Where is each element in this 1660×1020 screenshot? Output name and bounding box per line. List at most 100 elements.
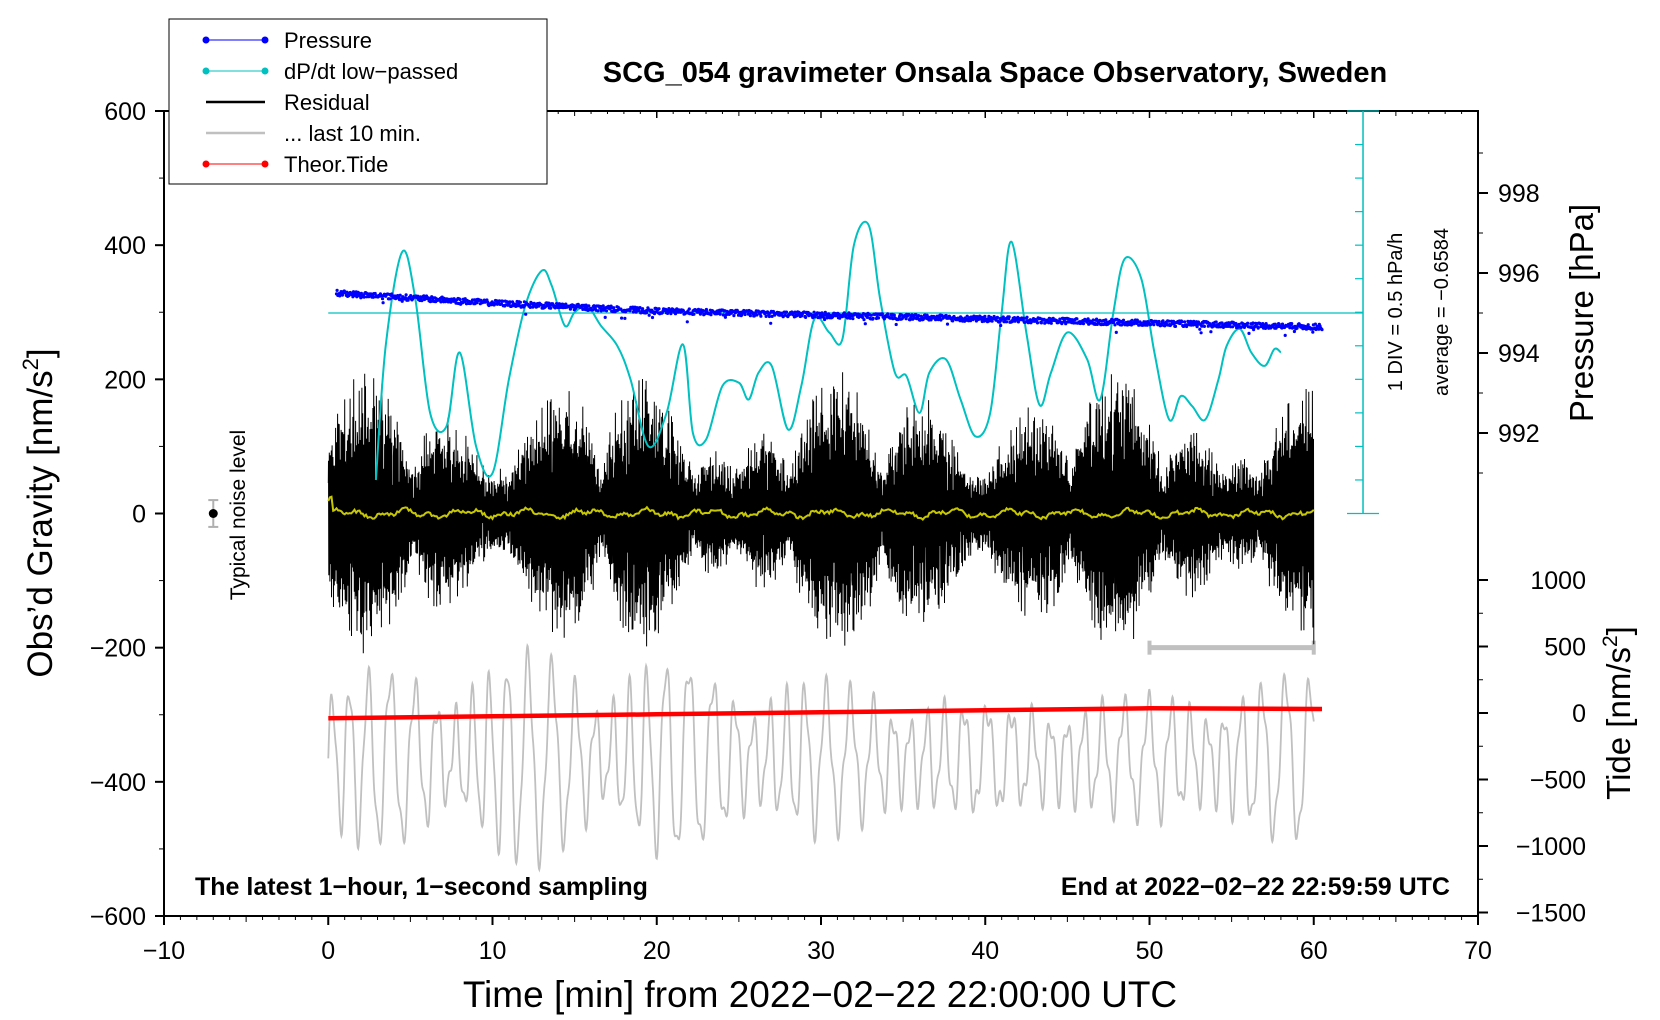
x-tick-label: 30: [807, 937, 835, 965]
pressure-point: [1086, 317, 1090, 321]
pressure-point: [1214, 320, 1218, 324]
pressure-point: [830, 315, 835, 319]
pressure-point: [1292, 329, 1296, 334]
pressure-point: [812, 310, 816, 314]
tide-tick-label: −1500: [1516, 900, 1586, 928]
y-tick-label: −400: [90, 769, 146, 797]
pressure-point: [759, 314, 763, 318]
pressure-point: [743, 312, 747, 317]
x-tick-label: 0: [321, 937, 335, 965]
pressure-point: [591, 308, 595, 312]
pressure-point: [1237, 322, 1241, 326]
pressure-point: [1183, 320, 1187, 324]
pressure-point: [723, 315, 728, 319]
pressure-point: [863, 322, 867, 326]
pressure-point: [603, 315, 607, 319]
pressure-point: [373, 291, 377, 296]
pressure-point: [1247, 331, 1251, 335]
pressure-point: [718, 312, 722, 316]
tide-tick-label: 0: [1572, 700, 1586, 728]
pressure-point: [1290, 322, 1294, 326]
series-theoretical-tide: [328, 706, 1323, 721]
pressure-point: [703, 312, 707, 316]
y-tick-label: 600: [104, 98, 146, 126]
legend-label: Residual: [284, 90, 370, 115]
pressure-point: [1113, 323, 1117, 327]
pressure-tick-label: 992: [1498, 420, 1540, 448]
y-axis-label-sup: 2: [18, 358, 43, 370]
pressure-point: [508, 300, 512, 304]
pressure-point: [652, 312, 657, 316]
pressure-point: [420, 299, 424, 303]
pressure-point: [687, 307, 691, 311]
legend-items: Pressure dP/dt low−passed Residual ... last…: [202, 28, 458, 177]
pressure-point: [458, 297, 462, 302]
pressure-point: [1114, 330, 1118, 334]
pressure-point: [1005, 320, 1009, 324]
pressure-point: [650, 315, 655, 320]
pressure-tick-label: 994: [1498, 340, 1540, 368]
pressure-point: [846, 316, 850, 320]
legend-label: dP/dt low−passed: [284, 59, 458, 84]
y-tick-label: 0: [132, 501, 146, 529]
pressure-point: [784, 310, 789, 314]
series-layer: [208, 220, 1364, 873]
pressure-point: [673, 312, 678, 316]
pressure-point: [638, 306, 642, 310]
pressure-point: [388, 297, 392, 301]
x-tick-label: 40: [971, 937, 999, 965]
pressure-point: [1035, 321, 1040, 325]
x-tick-label: 20: [643, 937, 671, 965]
pressure-point: [416, 294, 420, 298]
pressure-point: [347, 294, 351, 298]
y-tick-label: −600: [90, 903, 146, 931]
pressure-point: [709, 313, 713, 317]
legend-label: ... last 10 min.: [284, 121, 421, 146]
legend-marker: [261, 36, 269, 44]
pressure-point: [1167, 319, 1171, 323]
annotation-end-time: End at 2022−02−22 22:59:59 UTC: [1061, 873, 1450, 901]
pressure-point: [804, 315, 808, 319]
pressure-point: [908, 318, 912, 322]
pressure-point: [632, 308, 636, 312]
pressure-point: [892, 313, 896, 317]
pressure-point: [666, 311, 670, 315]
annotation-sampling: The latest 1−hour, 1−second sampling: [195, 873, 648, 901]
pressure-point: [355, 295, 359, 299]
tide-tick-label: −500: [1530, 767, 1586, 795]
pressure-point: [1311, 330, 1315, 334]
pressure-point: [862, 318, 866, 322]
pressure-point: [528, 305, 532, 309]
pressure-point: [549, 306, 553, 310]
pressure-point: [1246, 321, 1250, 325]
pressure-point: [983, 314, 987, 318]
pressure-point: [769, 321, 773, 325]
pressure-point: [1058, 317, 1062, 321]
pressure-point: [938, 316, 942, 320]
pressure-point: [1198, 327, 1202, 331]
series-last-10-min: [327, 643, 1315, 873]
pressure-point: [1121, 318, 1126, 322]
pressure-point: [1283, 333, 1287, 337]
pressure-point: [1049, 321, 1053, 325]
pressure-point: [793, 310, 797, 314]
pressure-point: [620, 316, 624, 320]
pressure-axis-label: Pressure [hPa]: [1563, 204, 1600, 422]
legend-label: Theor.Tide: [284, 152, 388, 177]
pressure-point: [848, 316, 852, 320]
pressure-point: [409, 294, 413, 298]
pressure-point: [400, 299, 404, 303]
pressure-point: [692, 312, 696, 316]
pressure-point: [951, 319, 955, 323]
axis-layer: −10 0 10 20 30 40 50 60 70 −600 −400 −200 0 200 400 600…: [90, 98, 1586, 965]
series-residual-smoothed: [327, 495, 1315, 522]
x-tick-label: −10: [143, 937, 185, 965]
pressure-point: [732, 314, 736, 318]
pressure-point: [628, 309, 632, 313]
pressure-point: [740, 313, 744, 317]
pressure-point: [1001, 315, 1005, 319]
pressure-point: [495, 299, 499, 303]
pressure-point: [1253, 324, 1257, 329]
pressure-point: [564, 302, 568, 306]
